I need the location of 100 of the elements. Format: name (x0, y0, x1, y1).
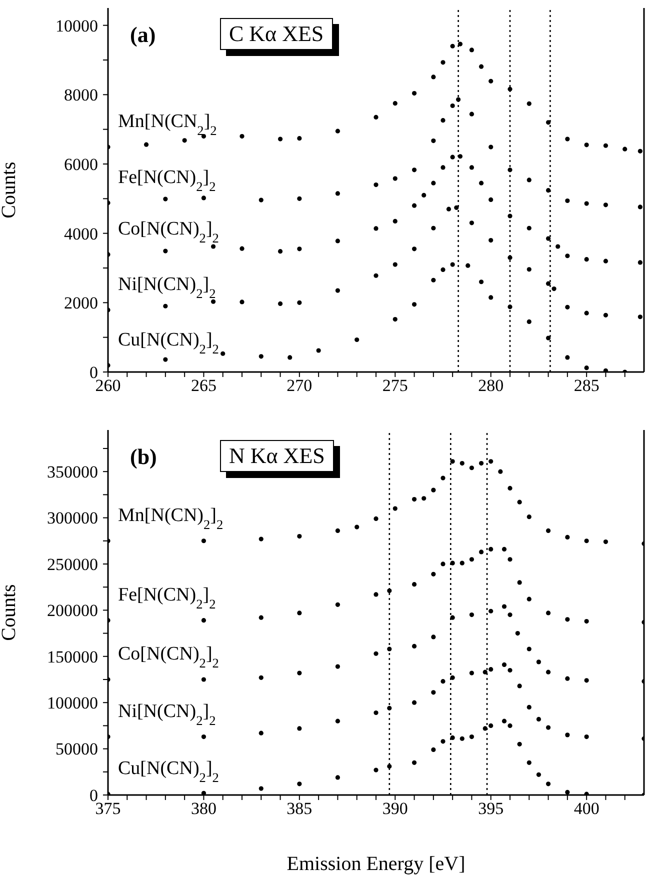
point (498, 469, 503, 474)
point (354, 337, 360, 342)
point (431, 278, 436, 282)
point (412, 760, 417, 765)
point (638, 260, 642, 265)
x-tick-label: 400 (574, 799, 600, 818)
point (412, 582, 417, 587)
point (440, 267, 446, 272)
point (603, 540, 608, 544)
point (508, 723, 512, 728)
y-tick-label: 350000 (47, 462, 98, 482)
point (431, 634, 436, 640)
x-tick-label: 380 (190, 799, 216, 818)
point (431, 180, 436, 186)
point (526, 646, 532, 652)
point (526, 319, 532, 324)
point (335, 128, 340, 134)
point (488, 238, 494, 243)
point (210, 299, 216, 304)
point (288, 355, 292, 360)
point (258, 536, 264, 542)
annotation: (b) (130, 444, 157, 470)
point (335, 664, 340, 669)
point (431, 226, 436, 230)
point (278, 249, 283, 254)
x-tick-label: 285 (574, 376, 600, 396)
y-tick-label: 4000 (64, 224, 98, 244)
point (508, 612, 512, 618)
point (210, 244, 216, 249)
point (526, 514, 532, 520)
point (638, 148, 642, 154)
series-label: Mn[N(CN$_{2}$]$_{2}$ (118, 111, 217, 138)
point (163, 357, 168, 362)
point (297, 534, 302, 539)
point (508, 214, 512, 218)
point (450, 103, 455, 108)
series-label: Co[N(CN)$_{2}$]$_{2}$ (118, 643, 219, 670)
point (412, 168, 417, 172)
point (258, 615, 264, 620)
point (469, 612, 474, 618)
point (374, 226, 378, 231)
point (450, 675, 455, 680)
point (454, 205, 459, 210)
point (584, 257, 589, 262)
point (201, 196, 206, 200)
point (335, 718, 340, 724)
point (431, 138, 436, 144)
point (508, 668, 512, 673)
point (552, 286, 556, 292)
point (517, 742, 522, 746)
point (440, 60, 446, 65)
point (565, 355, 570, 360)
point (412, 246, 417, 252)
point (374, 768, 378, 772)
annotation: (a) (130, 22, 156, 48)
x-tick-label: 275 (382, 376, 408, 396)
y-axis-title: Counts (0, 161, 20, 218)
point (482, 670, 488, 674)
point (488, 197, 494, 202)
point (546, 281, 551, 286)
point (458, 154, 463, 159)
x-tick-label: 385 (286, 799, 312, 818)
point (488, 546, 494, 552)
point (412, 90, 417, 96)
series-label: Fe[N(CN)$_{2}$]$_{2}$ (118, 166, 216, 194)
y-tick-label: 150000 (47, 647, 98, 666)
point (526, 704, 532, 710)
point (603, 202, 608, 208)
point (546, 782, 551, 786)
point (440, 476, 446, 480)
point (469, 466, 474, 470)
point (240, 134, 244, 139)
point (144, 142, 149, 147)
point (387, 764, 392, 769)
point (546, 528, 551, 534)
point (354, 524, 360, 530)
point (201, 134, 206, 139)
point (392, 262, 398, 267)
x-tick-label: 375 (95, 799, 121, 818)
point (374, 710, 378, 716)
point (488, 144, 494, 150)
point (335, 288, 340, 293)
point (387, 646, 392, 652)
point (458, 42, 463, 46)
point (297, 670, 302, 676)
point (258, 675, 264, 680)
point (565, 136, 570, 142)
point (584, 538, 589, 544)
y-tick-label: 2000 (64, 294, 98, 313)
point (297, 782, 302, 786)
point (478, 460, 484, 466)
x-tick-label: 270 (286, 376, 312, 396)
point (440, 739, 446, 744)
point (526, 178, 532, 182)
point (374, 114, 378, 120)
y-tick-label: 8000 (64, 86, 98, 105)
point (201, 734, 206, 740)
point (638, 204, 642, 210)
point (603, 312, 608, 318)
x-tick-label: 265 (190, 376, 216, 396)
